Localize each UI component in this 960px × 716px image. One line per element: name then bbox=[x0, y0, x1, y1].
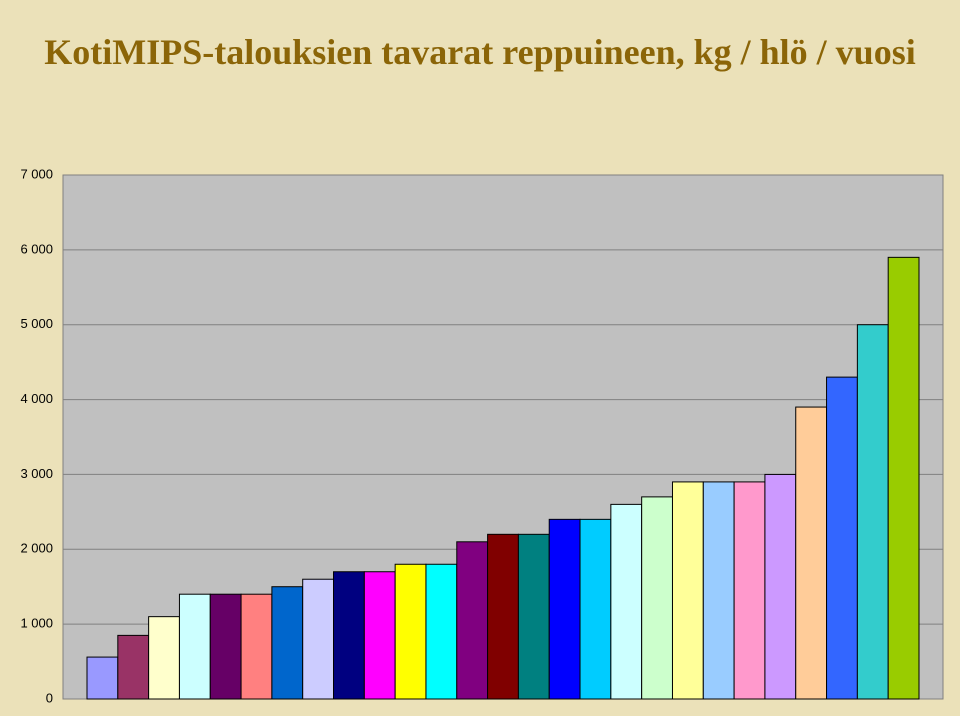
bar bbox=[641, 496, 673, 700]
bar bbox=[363, 571, 396, 700]
bar bbox=[240, 593, 273, 700]
bar bbox=[487, 533, 519, 700]
y-tick-label: 6 000 bbox=[20, 241, 53, 256]
bar bbox=[394, 563, 427, 700]
y-tick-label: 7 000 bbox=[20, 166, 53, 181]
bar bbox=[117, 634, 150, 700]
chart-title: KotiMIPS-talouksien tavarat reppuineen, … bbox=[44, 32, 916, 72]
bar bbox=[671, 481, 704, 700]
y-tick-label: 2 000 bbox=[20, 541, 53, 556]
y-tick-label: 5 000 bbox=[20, 316, 53, 331]
bar bbox=[610, 503, 643, 700]
bar bbox=[548, 518, 581, 700]
y-tick-label: 4 000 bbox=[20, 391, 53, 406]
bar bbox=[333, 571, 365, 700]
bar bbox=[795, 406, 828, 700]
bar bbox=[856, 324, 889, 700]
bar bbox=[733, 481, 766, 700]
bar bbox=[702, 481, 735, 700]
bar bbox=[887, 256, 920, 700]
bar bbox=[86, 656, 119, 700]
bar bbox=[826, 376, 858, 700]
bar bbox=[764, 473, 797, 700]
bar bbox=[271, 586, 304, 700]
bar bbox=[517, 533, 550, 700]
bar bbox=[302, 578, 335, 700]
bar bbox=[579, 518, 612, 700]
bar bbox=[178, 593, 211, 700]
bar bbox=[425, 563, 458, 700]
bar bbox=[209, 593, 242, 700]
bar bbox=[456, 541, 489, 700]
bar bbox=[148, 616, 180, 700]
y-tick-label: 0 bbox=[46, 690, 53, 705]
y-tick-label: 1 000 bbox=[20, 616, 53, 631]
y-tick-label: 3 000 bbox=[20, 466, 53, 481]
